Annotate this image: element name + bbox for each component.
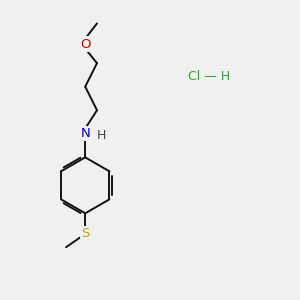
Text: H: H [97, 129, 106, 142]
Text: Cl — H: Cl — H [188, 70, 230, 83]
Text: S: S [81, 227, 89, 240]
Text: O: O [80, 38, 91, 50]
Text: N: N [80, 127, 90, 140]
